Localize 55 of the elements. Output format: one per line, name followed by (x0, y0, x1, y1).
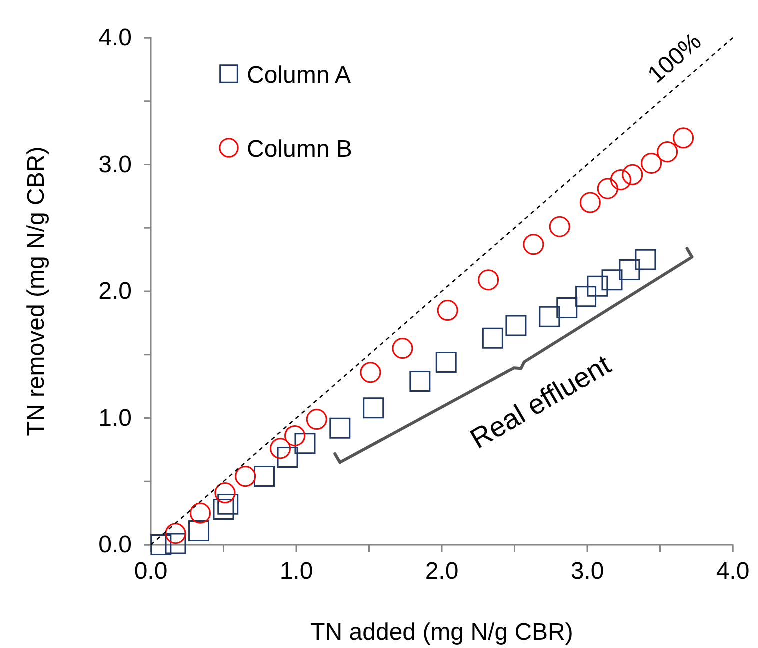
x-tick-label: 0.0 (134, 558, 168, 586)
x-tick-label: 1.0 (280, 558, 314, 586)
y-axis-title: TN removed (mg N/g CBR) (23, 146, 50, 436)
point (436, 352, 457, 373)
point (330, 418, 351, 439)
point (556, 297, 578, 318)
x-tick-label: 3.0 (570, 558, 604, 586)
point (150, 534, 172, 556)
point (506, 315, 527, 336)
point (437, 300, 458, 322)
y-tick-label: 4.0 (98, 24, 132, 52)
point (235, 466, 256, 488)
point (619, 259, 640, 280)
point (622, 164, 644, 186)
point (254, 466, 275, 488)
point (673, 128, 694, 149)
point (478, 270, 500, 291)
x-tick-label: 4.0 (716, 558, 750, 586)
point (482, 328, 504, 349)
point (539, 306, 560, 328)
y-tick-label: 3.0 (98, 151, 132, 178)
point (165, 533, 186, 554)
point (284, 425, 306, 446)
y-tick-label: 0.0 (98, 532, 132, 559)
point (306, 409, 328, 430)
point (218, 494, 239, 515)
point (294, 433, 316, 454)
legend-label: Column A (247, 62, 352, 89)
point (277, 447, 298, 468)
y-tick-label: 1.0 (98, 404, 132, 432)
point (635, 249, 656, 270)
point (580, 192, 601, 214)
point (587, 276, 608, 297)
point (363, 398, 384, 419)
point (392, 338, 414, 360)
point (610, 169, 632, 190)
point (523, 234, 544, 256)
point (360, 362, 382, 384)
point (602, 270, 623, 291)
point (576, 286, 597, 308)
x-axis-title: TN added (mg N/g CBR) (310, 619, 574, 646)
y-tick-label: 2.0 (98, 278, 132, 306)
point (410, 370, 431, 392)
point (641, 152, 662, 174)
point (188, 520, 210, 542)
point (657, 142, 678, 163)
x-tick-label: 2.0 (425, 558, 459, 586)
point (213, 499, 234, 520)
point (549, 216, 570, 238)
legend-label: Column B (247, 136, 352, 163)
point (165, 523, 186, 544)
point (190, 502, 211, 524)
point (270, 438, 292, 460)
point (597, 178, 618, 200)
point (214, 482, 236, 504)
